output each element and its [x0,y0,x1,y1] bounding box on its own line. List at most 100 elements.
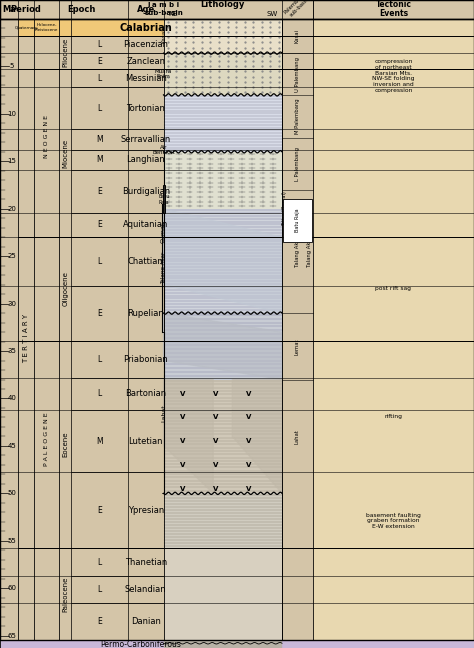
Text: Piacenzian: Piacenzian [123,40,168,49]
Bar [71,378,128,410]
Text: N E O G E N E: N E O G E N E [44,115,49,158]
Text: Talang Akar: Talang Akar [308,236,312,267]
Text: L: L [98,74,101,83]
Bar [164,493,282,548]
Bar [59,36,71,69]
Bar [164,209,282,313]
Text: E: E [97,187,102,196]
Text: compression
of northeast
Barsian Mts.
NW-SE folding
inversion and
compression: compression of northeast Barsian Mts. NW… [372,59,415,93]
Text: Talang Akar: Talang Akar [161,252,166,284]
Text: V: V [180,415,185,421]
Bar [71,36,128,53]
Bar [71,603,128,640]
Bar [128,286,164,341]
Text: 20: 20 [8,205,16,212]
Bar [164,380,282,493]
Bar [128,341,164,378]
Bar [71,129,128,150]
Bar [0,0,474,19]
Bar [59,69,71,237]
Bar [128,129,164,150]
Text: T E R T I A R Y: T E R T I A R Y [23,314,29,363]
Text: Permo-Carboniferous: Permo-Carboniferous [100,640,182,648]
Text: 35: 35 [8,348,16,354]
Text: V: V [180,391,185,397]
Text: V: V [213,485,219,492]
Text: L Palembang: L Palembang [295,146,300,181]
Bar [128,472,164,548]
Text: V: V [213,462,219,468]
Text: 60: 60 [8,585,16,591]
Text: V: V [246,485,252,492]
Text: L: L [98,558,101,566]
Text: E: E [97,56,102,65]
Text: 50: 50 [8,491,16,496]
Polygon shape [164,380,213,493]
Bar [128,410,164,472]
Bar [0,0,474,19]
Bar [128,548,164,576]
Text: M: M [96,135,103,144]
Text: Quaternary: Quaternary [14,25,38,30]
Text: 65: 65 [8,632,16,639]
Text: Chattian: Chattian [128,257,164,266]
Text: Tortonian: Tortonian [126,104,165,113]
Text: Lahat: Lahat [295,429,300,444]
Bar [59,19,71,36]
Bar [128,36,164,53]
Text: E: E [97,506,102,515]
Text: Priabonian: Priabonian [123,354,168,364]
Text: Serravallian: Serravallian [120,135,171,144]
Text: Paleocene: Paleocene [62,577,68,612]
Bar [313,19,474,640]
Bar [71,548,128,576]
Text: V: V [246,462,252,468]
Text: V: V [246,438,252,444]
Text: L: L [98,354,101,364]
Text: V: V [180,462,185,468]
Text: 30: 30 [8,301,16,307]
Bar [18,19,34,36]
Bar [0,640,474,648]
Text: Aquitanian: Aquitanian [123,220,168,229]
Bar [34,19,59,36]
Text: M: M [96,156,103,165]
Text: E: E [97,618,102,627]
Bar [128,150,164,170]
Text: post rift sag: post rift sag [375,286,411,292]
Text: Period: Period [10,5,42,14]
Polygon shape [164,313,282,380]
Text: rifting: rifting [384,415,402,419]
Text: Lemat: Lemat [295,338,300,354]
Text: 15: 15 [8,158,16,165]
Bar [282,19,313,640]
Text: 25: 25 [8,253,16,259]
Text: V: V [180,485,185,492]
Bar [164,53,282,95]
Text: V: V [246,415,252,421]
Bar [18,36,34,640]
Text: 55: 55 [8,538,16,544]
Bar [0,19,18,640]
Polygon shape [164,209,282,313]
Text: V: V [213,391,219,397]
Bar [128,19,164,36]
Bar [164,313,282,380]
Bar [71,53,128,69]
Text: M: M [96,437,103,446]
Bar [164,19,282,640]
Bar [128,87,164,129]
Text: NE: NE [168,11,178,17]
Bar [34,237,59,640]
Text: V: V [213,415,219,421]
Bar [71,237,128,286]
Bar [283,199,312,242]
Text: Calabrian: Calabrian [119,23,172,32]
Bar [164,548,282,640]
Bar [128,603,164,640]
Bar [163,185,165,213]
Text: Eocene: Eocene [62,432,68,457]
Text: Miocene: Miocene [62,139,68,168]
Bar [128,69,164,87]
Text: 5: 5 [9,64,14,69]
